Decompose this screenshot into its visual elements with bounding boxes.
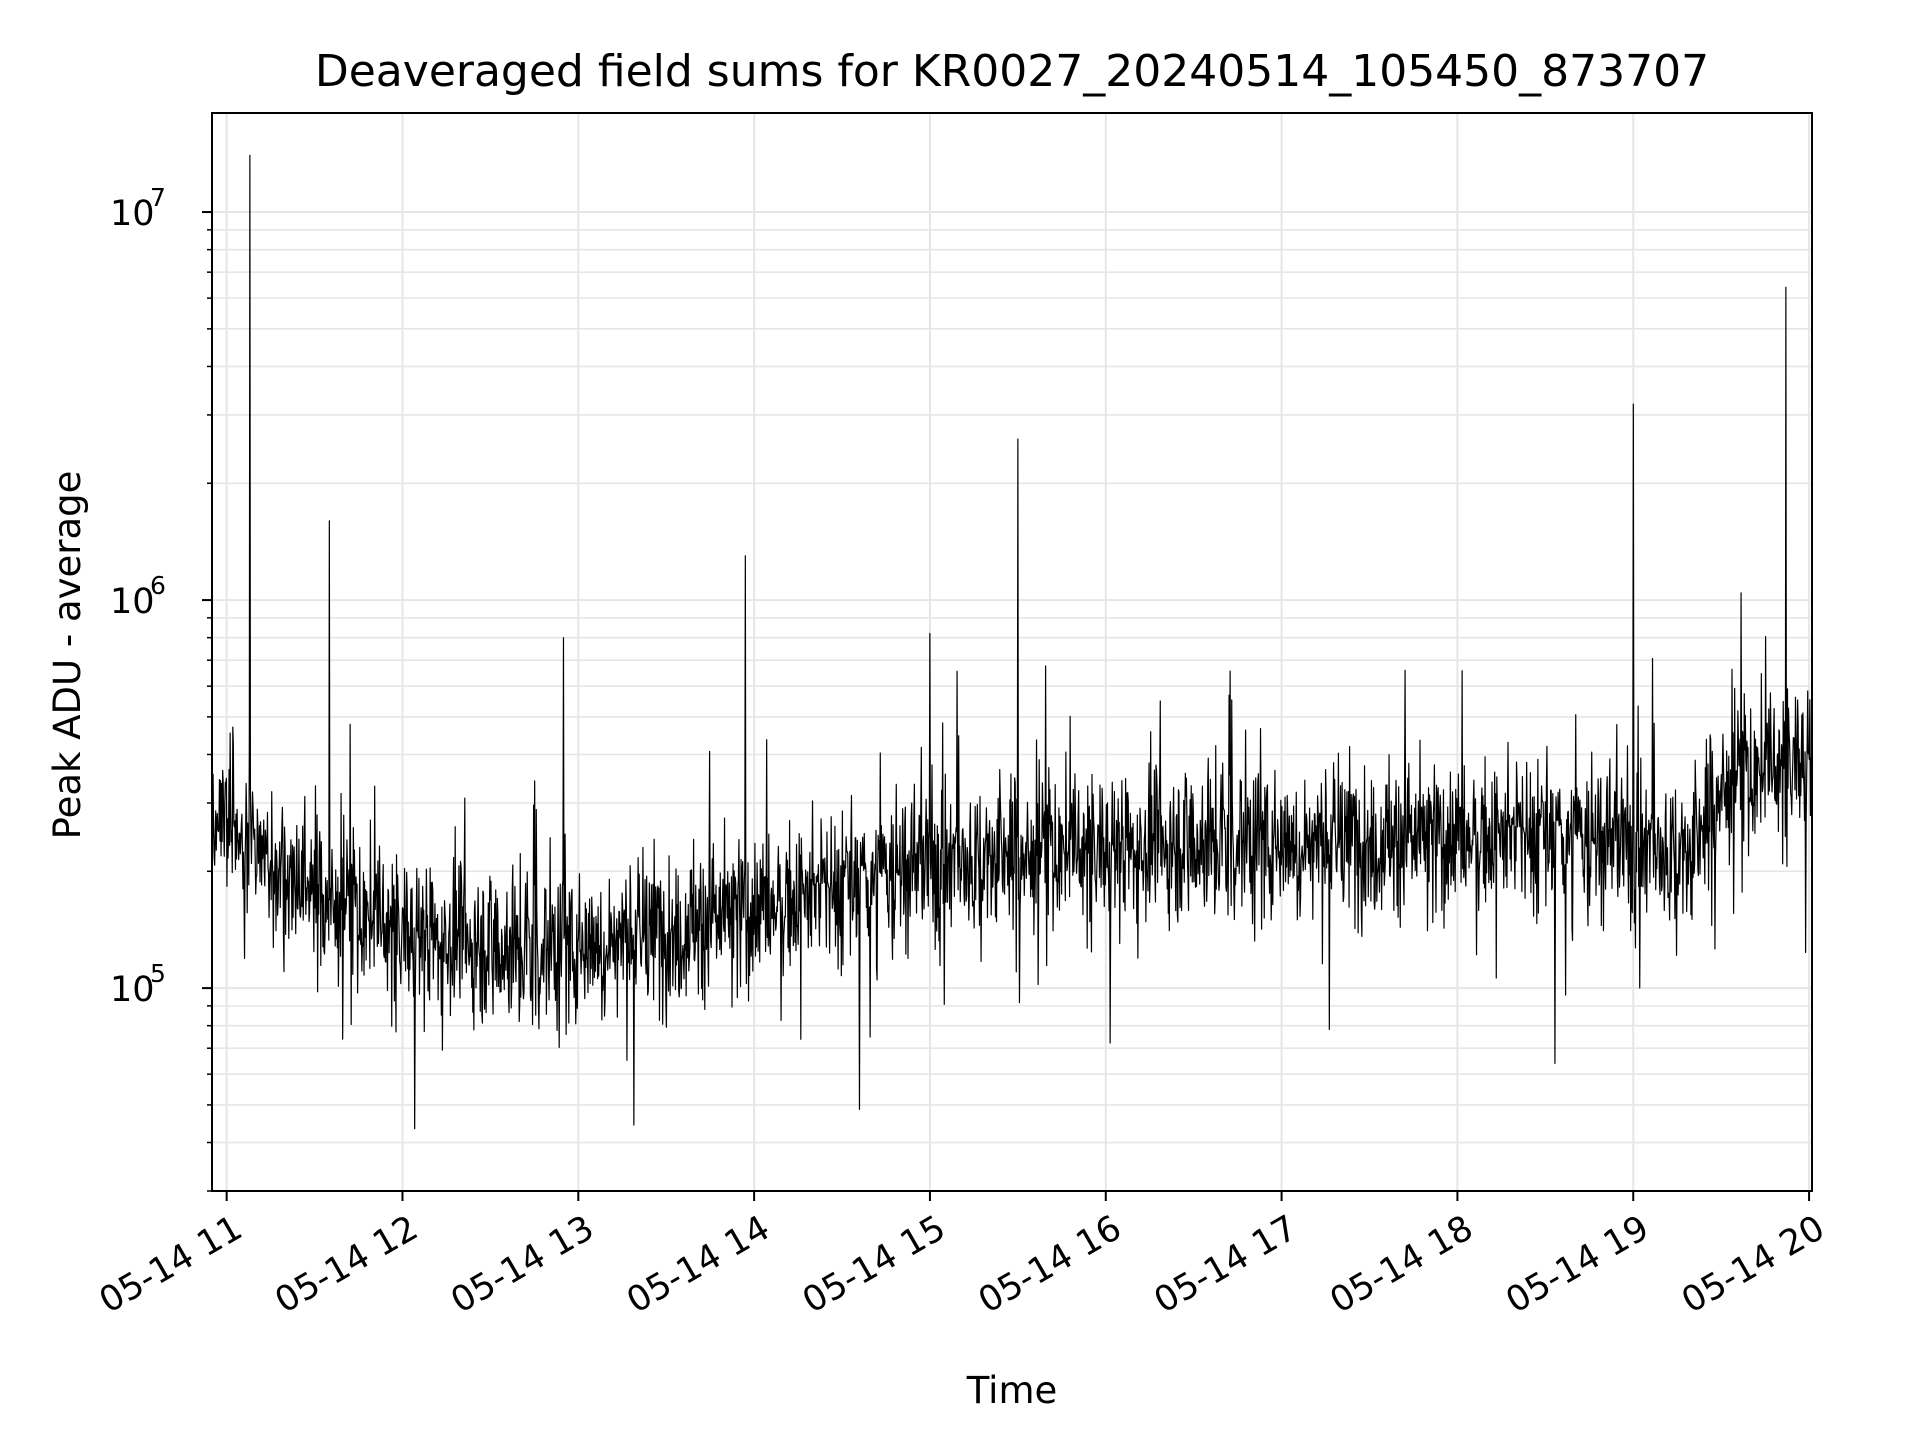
chart-title: Deaveraged field sums for KR0027_2024051… (315, 46, 1709, 97)
x-axis-label: Time (966, 1369, 1058, 1412)
y-axis-label: Peak ADU - average (46, 471, 89, 840)
y-tick-label: 10 (110, 194, 155, 234)
series (211, 154, 1813, 1130)
series-line (211, 154, 1813, 1130)
y-tick-label: 10 (110, 582, 155, 622)
y-tick-label: 10 (110, 970, 155, 1010)
y-tick-exponent: 5 (150, 959, 166, 988)
plot-frame (211, 112, 1813, 1192)
y-tick-exponent: 6 (150, 571, 166, 600)
y-tick-exponent: 7 (150, 183, 166, 212)
